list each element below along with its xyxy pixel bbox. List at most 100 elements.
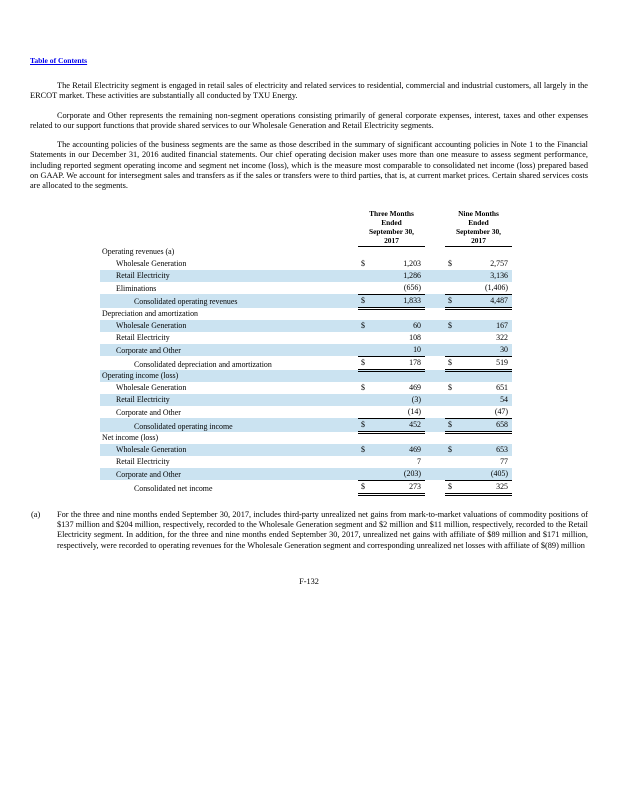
value-cell: (3) xyxy=(371,394,425,406)
dollar-sign-cell xyxy=(358,332,371,344)
row-label: Corporate and Other xyxy=(116,407,181,417)
dollar-sign-cell: $ xyxy=(358,444,371,457)
gap-cell xyxy=(425,269,445,282)
dollar-sign-cell: $ xyxy=(358,355,371,372)
value-cell xyxy=(371,246,425,258)
gap-cell xyxy=(425,406,445,418)
dollar-sign-cell: $ xyxy=(445,479,458,496)
table-row: Retail Electricity 108 322 xyxy=(100,332,512,344)
gap-cell xyxy=(425,356,445,370)
dollar-sign-cell: $ xyxy=(448,259,452,269)
row-label: Retail Electricity xyxy=(116,333,170,343)
dollar-sign-cell: $ xyxy=(445,444,458,457)
segment-results-table-wrap: Three Months Ended September 30, 2017 Ni… xyxy=(100,208,588,496)
dollar-sign-cell xyxy=(445,246,458,258)
gap-cell xyxy=(425,467,445,481)
col-header-nine-months: Nine Months Ended September 30, 2017 xyxy=(445,208,512,247)
row-label: Corporate and Other xyxy=(100,343,358,357)
value-cell: (47) xyxy=(494,407,508,417)
gap-cell xyxy=(425,343,445,357)
table-row: Consolidated net income $273 $325 xyxy=(100,479,512,496)
value-cell: 469 xyxy=(371,444,425,457)
row-label: Net income (loss) xyxy=(102,433,159,443)
table-of-contents-link[interactable]: Table of Contents xyxy=(30,56,88,65)
table-row: Retail Electricity (3) 54 xyxy=(100,394,512,406)
value-cell: 178 xyxy=(371,355,425,372)
dollar-sign-cell xyxy=(445,467,458,481)
dollar-sign-cell xyxy=(358,343,371,357)
row-label: Corporate and Other xyxy=(100,467,358,481)
value-cell: (1,406) xyxy=(484,283,508,293)
row-label: Wholesale Generation xyxy=(100,320,358,332)
row-label: Retail Electricity xyxy=(116,457,170,467)
value-cell xyxy=(371,370,425,383)
footnote-marker: (a) xyxy=(31,509,41,519)
gap-cell xyxy=(425,332,445,344)
value-cell: 1,833 xyxy=(371,293,425,310)
gap-cell xyxy=(425,418,445,433)
value-cell xyxy=(458,370,512,383)
dollar-sign-cell xyxy=(358,370,371,383)
row-label: Retail Electricity xyxy=(100,394,358,406)
table-row: Corporate and Other (203) (405) xyxy=(100,467,512,481)
gap-cell xyxy=(425,308,445,320)
value-cell: 1,286 xyxy=(371,269,425,282)
table-row: Wholesale Generation $60 $167 xyxy=(100,320,512,332)
value-cell: (656) xyxy=(403,283,421,293)
footnote-text: For the three and nine months ended Sept… xyxy=(57,509,588,550)
header-gap xyxy=(425,209,445,247)
paragraph-retail-electricity: The Retail Electricity segment is engage… xyxy=(30,81,588,101)
dollar-sign-cell xyxy=(358,467,371,481)
dollar-sign-cell xyxy=(445,332,458,344)
value-cell: (14) xyxy=(407,407,421,417)
dollar-sign-cell xyxy=(445,308,458,320)
value-cell: 651 xyxy=(496,383,508,393)
dollar-sign-cell xyxy=(358,269,371,282)
row-label: Consolidated depreciation and amortizati… xyxy=(134,359,272,369)
header-spacer xyxy=(100,209,358,247)
table-header-row: Three Months Ended September 30, 2017 Ni… xyxy=(100,208,512,247)
value-cell: 519 xyxy=(458,355,512,372)
gap-cell xyxy=(425,320,445,332)
dollar-sign-cell: $ xyxy=(445,355,458,372)
dollar-sign-cell: $ xyxy=(358,417,371,434)
table-row: Corporate and Other 10 30 xyxy=(100,343,512,357)
dollar-sign-cell xyxy=(358,394,371,406)
value-cell: 3,136 xyxy=(458,269,512,282)
gap-cell xyxy=(425,294,445,309)
value-cell: (405) xyxy=(458,467,512,481)
gap-cell xyxy=(425,382,445,394)
col-header-three-months: Three Months Ended September 30, 2017 xyxy=(358,208,425,247)
table-row: Eliminations (656) (1,406) xyxy=(100,282,512,294)
value-cell xyxy=(371,432,425,444)
gap-cell xyxy=(425,444,445,457)
value-cell: 4,487 xyxy=(458,293,512,310)
table-row: Net income (loss) xyxy=(100,432,512,444)
footnote-a: (a) For the three and nine months ended … xyxy=(30,510,588,551)
value-cell: 108 xyxy=(409,333,421,343)
table-row: Retail Electricity 1,286 3,136 xyxy=(100,269,512,282)
row-label: Wholesale Generation xyxy=(100,444,358,457)
gap-cell xyxy=(425,282,445,294)
dollar-sign-cell xyxy=(445,343,458,357)
table-row: Wholesale Generation $1,203 $2,757 xyxy=(100,258,512,270)
dollar-sign-cell: $ xyxy=(358,293,371,310)
paragraph-corporate-other: Corporate and Other represents the remai… xyxy=(30,110,588,130)
value-cell: 10 xyxy=(371,343,425,357)
table-row: Consolidated depreciation and amortizati… xyxy=(100,355,512,372)
table-row: Operating revenues (a) xyxy=(100,246,512,258)
value-cell xyxy=(371,308,425,320)
dollar-sign-cell: $ xyxy=(358,479,371,496)
row-label: Retail Electricity xyxy=(100,269,358,282)
dollar-sign-cell xyxy=(445,456,458,468)
toc-link-row: Table of Contents xyxy=(30,50,588,68)
row-label: Consolidated operating income xyxy=(100,418,358,433)
segment-results-table: Three Months Ended September 30, 2017 Ni… xyxy=(100,208,512,496)
value-cell: 54 xyxy=(458,394,512,406)
table-row: Depreciation and amortization xyxy=(100,308,512,320)
table-row: Retail Electricity 7 77 xyxy=(100,456,512,468)
value-cell xyxy=(458,308,512,320)
row-label: Wholesale Generation xyxy=(116,259,187,269)
value-cell: 1,203 xyxy=(403,259,421,269)
